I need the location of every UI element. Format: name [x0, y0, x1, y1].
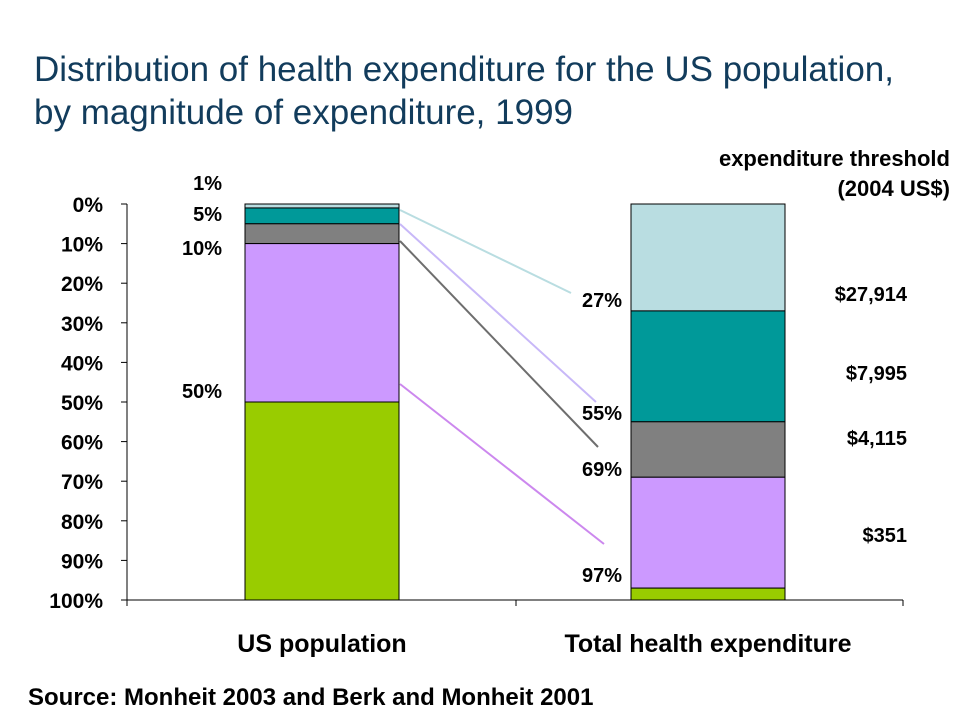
y-tick-label: 20%: [61, 273, 103, 296]
bar-segment-1-3: [244, 223, 400, 245]
threshold-label: $4,115: [847, 428, 907, 450]
threshold-label: $27,914: [835, 284, 908, 306]
left-data-label: 1%: [193, 173, 222, 195]
x-category-label: Total health expenditure: [564, 630, 851, 658]
bar-segment-2-3: [630, 421, 786, 478]
y-tick-label: 100%: [49, 590, 103, 613]
left-data-label: 50%: [182, 381, 222, 403]
source-note: Source: Monheit 2003 and Berk and Monhei…: [28, 684, 594, 711]
y-tick-label: 10%: [61, 234, 103, 257]
y-tick-label: 70%: [61, 471, 103, 494]
bar-segment-1-1: [244, 203, 400, 209]
connector-line: [399, 240, 599, 448]
bar-segment-2-5: [630, 587, 786, 601]
bar-segment-2-4: [630, 476, 786, 589]
y-tick-label: 50%: [61, 392, 103, 415]
threshold-header: expenditure threshold (2004 US$): [719, 144, 950, 204]
left-data-label: 5%: [193, 204, 222, 226]
bar-segment-1-2: [244, 207, 400, 225]
connector-line: [399, 209, 572, 294]
threshold-label: $351: [863, 525, 908, 547]
right-data-label: 69%: [582, 459, 622, 481]
bar-segment-2-2: [630, 310, 786, 423]
chart-title: Distribution of health expenditure for t…: [34, 50, 894, 132]
connector-line: [399, 223, 597, 403]
connector-line: [399, 383, 605, 545]
x-category-label: US population: [237, 630, 406, 658]
y-tick-label: 90%: [61, 550, 103, 573]
threshold-label: $7,995: [846, 363, 907, 385]
right-data-label: 97%: [582, 565, 622, 587]
threshold-header-line-2: (2004 US$): [837, 176, 950, 201]
right-data-label: 55%: [582, 403, 622, 425]
y-tick-label: 0%: [73, 194, 104, 217]
y-tick-label: 80%: [61, 511, 103, 534]
bar-segment-1-4: [244, 243, 400, 403]
bar-segment-1-5: [244, 401, 400, 601]
left-data-label: 10%: [182, 238, 222, 260]
bar-segment-2-1: [630, 203, 786, 312]
y-tick-label: 40%: [61, 352, 103, 375]
stacked-bar-chart: 0% 10% 20% 30% 40% 50% 60% 70% 80% 90% 100% US popu…: [49, 173, 908, 658]
threshold-header-line-1: expenditure threshold: [718, 146, 950, 171]
right-data-label: 27%: [582, 290, 622, 312]
y-tick-label: 60%: [61, 432, 103, 455]
y-tick-label: 30%: [61, 313, 103, 336]
